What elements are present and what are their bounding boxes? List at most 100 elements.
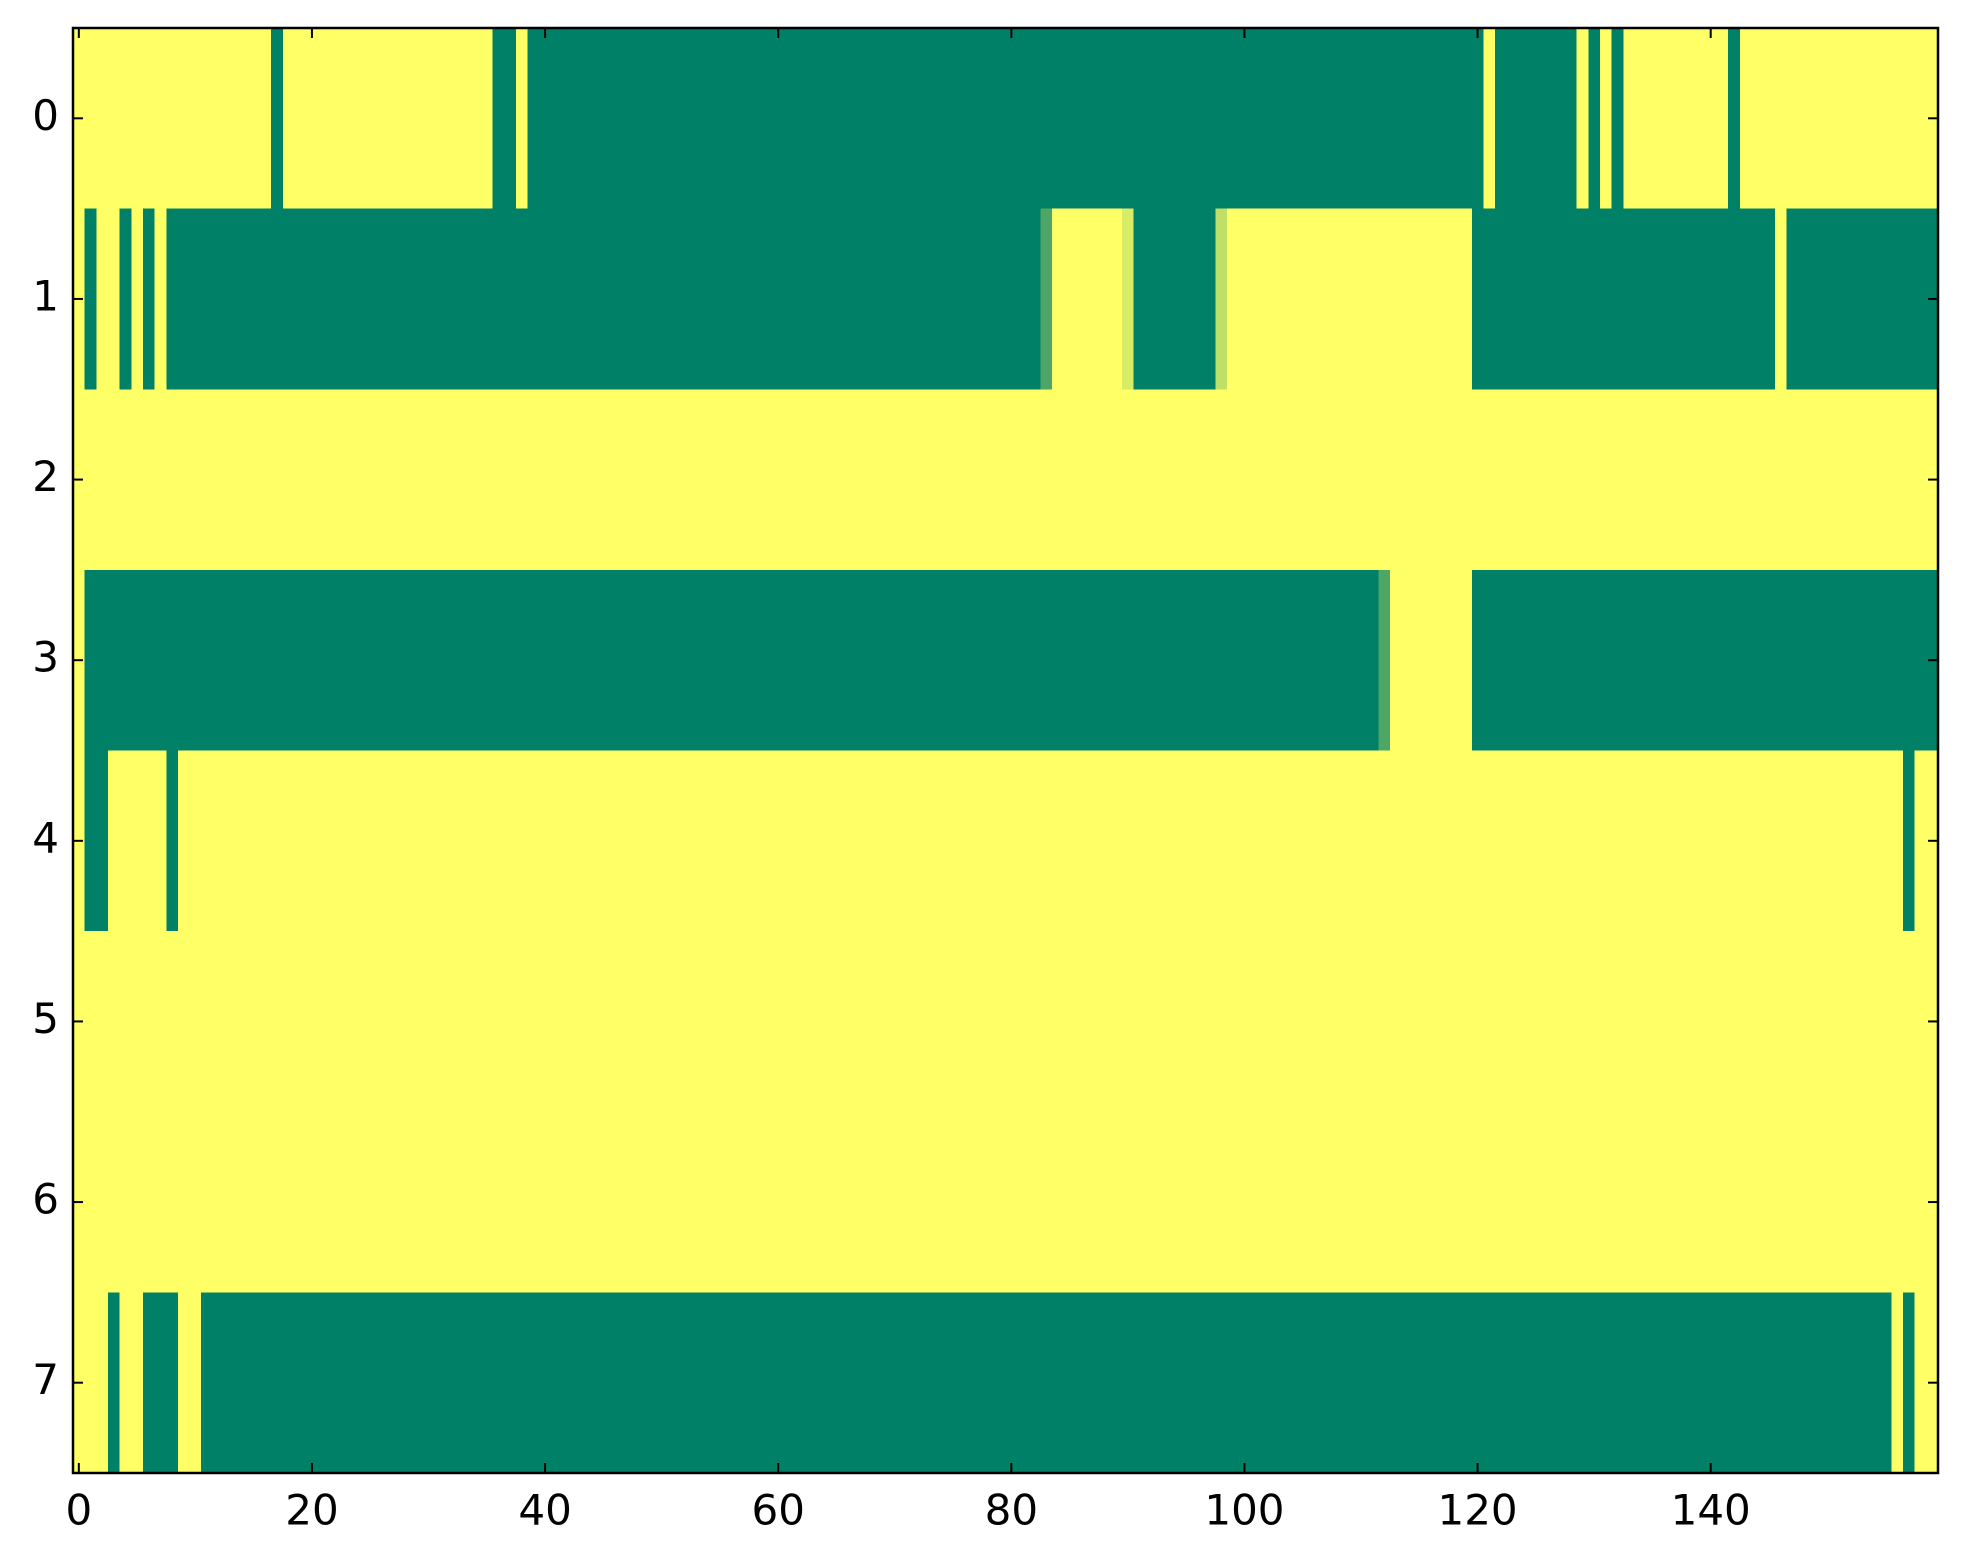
- cell: [189, 28, 202, 210]
- cell: [282, 750, 296, 932]
- cell: [1821, 931, 1834, 1113]
- cell: [1704, 1292, 1718, 1474]
- cell: [399, 1292, 412, 1474]
- cell: [1856, 750, 1869, 932]
- cell: [1145, 389, 1158, 571]
- cell: [1331, 389, 1345, 571]
- cell: [469, 750, 482, 932]
- cell: [923, 208, 937, 390]
- cell: [1063, 569, 1077, 752]
- cell: [912, 28, 925, 210]
- cell: [1226, 208, 1240, 390]
- cell: [842, 1292, 855, 1474]
- cell: [1215, 208, 1228, 390]
- cell: [1098, 569, 1112, 752]
- cell: [1028, 1111, 1042, 1293]
- cell: [900, 1111, 913, 1293]
- cell: [1693, 389, 1706, 571]
- cell: [154, 931, 167, 1113]
- cell: [1296, 1111, 1310, 1293]
- cell: [1763, 208, 1776, 390]
- cell: [1413, 1292, 1426, 1474]
- cell: [1261, 28, 1275, 210]
- cell: [1506, 750, 1519, 932]
- cell: [1693, 1292, 1706, 1474]
- cell: [702, 389, 715, 571]
- cell: [1110, 28, 1123, 210]
- cell: [1844, 569, 1858, 752]
- cell: [411, 931, 424, 1113]
- cell: [1145, 931, 1158, 1113]
- cell: [970, 1292, 983, 1474]
- cell: [131, 1111, 144, 1293]
- cell: [1133, 1111, 1146, 1293]
- cell: [1401, 569, 1415, 752]
- cell: [119, 389, 132, 571]
- cell: [1192, 208, 1205, 390]
- cell: [1425, 931, 1438, 1113]
- cell: [888, 1111, 902, 1293]
- cell: [434, 1292, 447, 1474]
- cell: [632, 208, 645, 390]
- cell: [1553, 569, 1566, 752]
- cell: [1052, 569, 1065, 752]
- cell: [1611, 1111, 1624, 1293]
- cell: [1518, 389, 1531, 571]
- cell: [422, 750, 435, 932]
- cell: [387, 389, 400, 571]
- cell: [1530, 1111, 1543, 1293]
- cell: [1296, 931, 1310, 1113]
- cell: [1879, 1292, 1892, 1474]
- cell: [620, 569, 634, 752]
- cell: [632, 750, 645, 932]
- cell: [1448, 1111, 1461, 1293]
- cell: [1518, 931, 1531, 1113]
- cell: [1728, 389, 1741, 571]
- cell: [480, 569, 494, 752]
- cell: [107, 750, 121, 932]
- cell: [585, 750, 599, 932]
- cell: [364, 931, 377, 1113]
- cell: [515, 931, 529, 1113]
- y-tick-label: 3: [32, 633, 59, 682]
- cell: [1530, 750, 1543, 932]
- cell: [376, 569, 389, 752]
- cell: [1483, 569, 1496, 752]
- cell: [189, 1292, 202, 1474]
- cell: [1798, 389, 1811, 571]
- cell: [1040, 1111, 1053, 1293]
- cell: [1261, 1111, 1275, 1293]
- cell: [1355, 1111, 1368, 1293]
- cell: [306, 1111, 319, 1293]
- cell: [947, 389, 960, 571]
- cell: [620, 389, 634, 571]
- cell: [1879, 389, 1892, 571]
- cell: [1588, 389, 1601, 571]
- cell: [679, 750, 692, 932]
- cell: [993, 1292, 1007, 1474]
- y-tick-label: 0: [32, 91, 59, 140]
- cell: [119, 208, 132, 390]
- cell: [469, 389, 482, 571]
- cell: [259, 750, 272, 932]
- cell: [970, 931, 983, 1113]
- cell: [1005, 28, 1018, 210]
- cell: [1751, 389, 1764, 571]
- cell: [166, 28, 179, 210]
- cell: [1681, 931, 1694, 1113]
- cell: [1378, 1292, 1391, 1474]
- cell: [1331, 931, 1345, 1113]
- cell: [958, 28, 972, 210]
- cell: [1646, 389, 1659, 571]
- cell: [422, 569, 435, 752]
- cell: [469, 28, 482, 210]
- cell: [224, 750, 237, 932]
- cell: [201, 750, 214, 932]
- cell: [422, 28, 435, 210]
- cell: [1821, 208, 1834, 390]
- cell: [702, 931, 715, 1113]
- cell: [1273, 1111, 1286, 1293]
- cell: [1739, 1292, 1753, 1474]
- cell: [1063, 208, 1077, 390]
- cell: [982, 28, 995, 210]
